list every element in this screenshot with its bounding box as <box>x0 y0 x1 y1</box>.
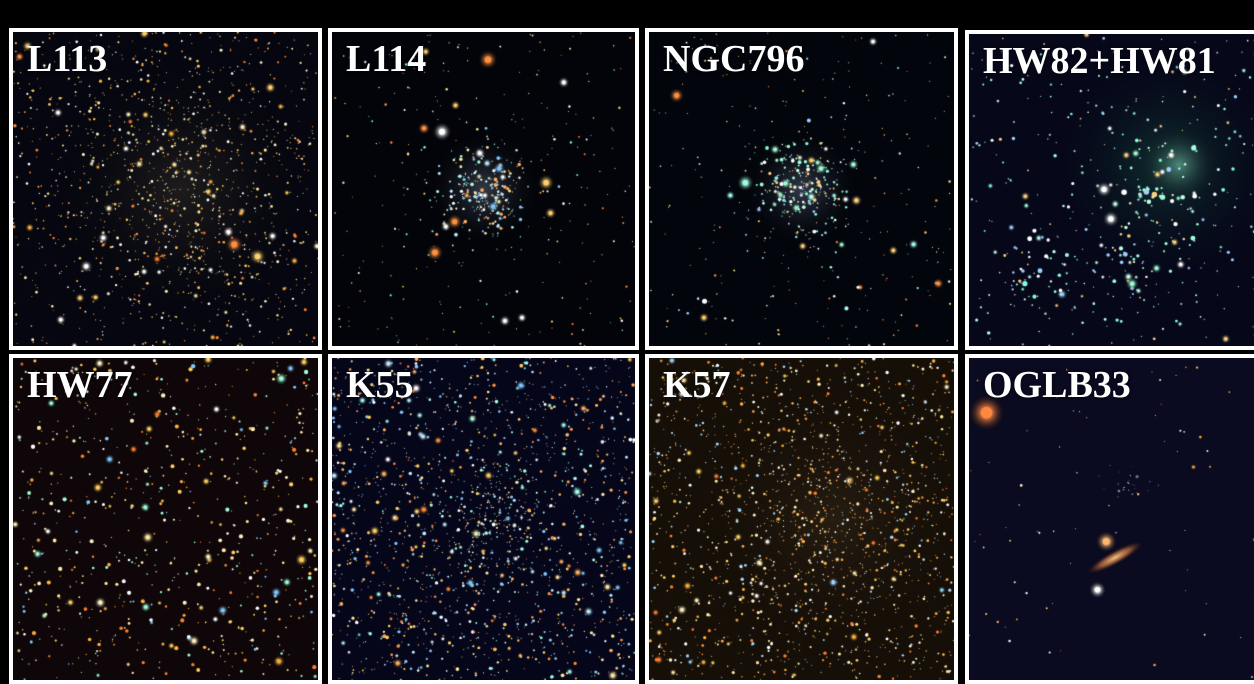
star-field-image <box>13 32 318 346</box>
cluster-image-l114: L114 <box>328 28 639 350</box>
cluster-image-hw77: HW77 <box>9 354 322 684</box>
star-field-image <box>332 32 635 346</box>
cluster-label: NGC796 <box>663 38 805 80</box>
star-field-image <box>649 358 954 680</box>
cluster-label: HW82+HW81 <box>983 40 1216 82</box>
cluster-image-k55: K55 <box>328 354 639 684</box>
cluster-image-l113: L113 <box>9 28 322 350</box>
star-field-image <box>649 32 954 346</box>
star-field-image <box>969 34 1254 346</box>
cluster-image-k57: K57 <box>645 354 958 684</box>
cluster-image-hw82-hw81: HW82+HW81 <box>965 30 1254 350</box>
cluster-label: OGLB33 <box>983 364 1131 406</box>
cluster-image-ngc796: NGC796 <box>645 28 958 350</box>
cluster-label: L113 <box>27 38 108 80</box>
cluster-label: K57 <box>663 364 731 406</box>
star-field-image <box>13 358 318 680</box>
star-field-image <box>969 358 1254 680</box>
cluster-image-oglb33: OGLB33 <box>965 354 1254 684</box>
cluster-label: L114 <box>346 38 427 80</box>
cluster-label: HW77 <box>27 364 133 406</box>
cluster-label: K55 <box>346 364 414 406</box>
star-field-image <box>332 358 635 680</box>
